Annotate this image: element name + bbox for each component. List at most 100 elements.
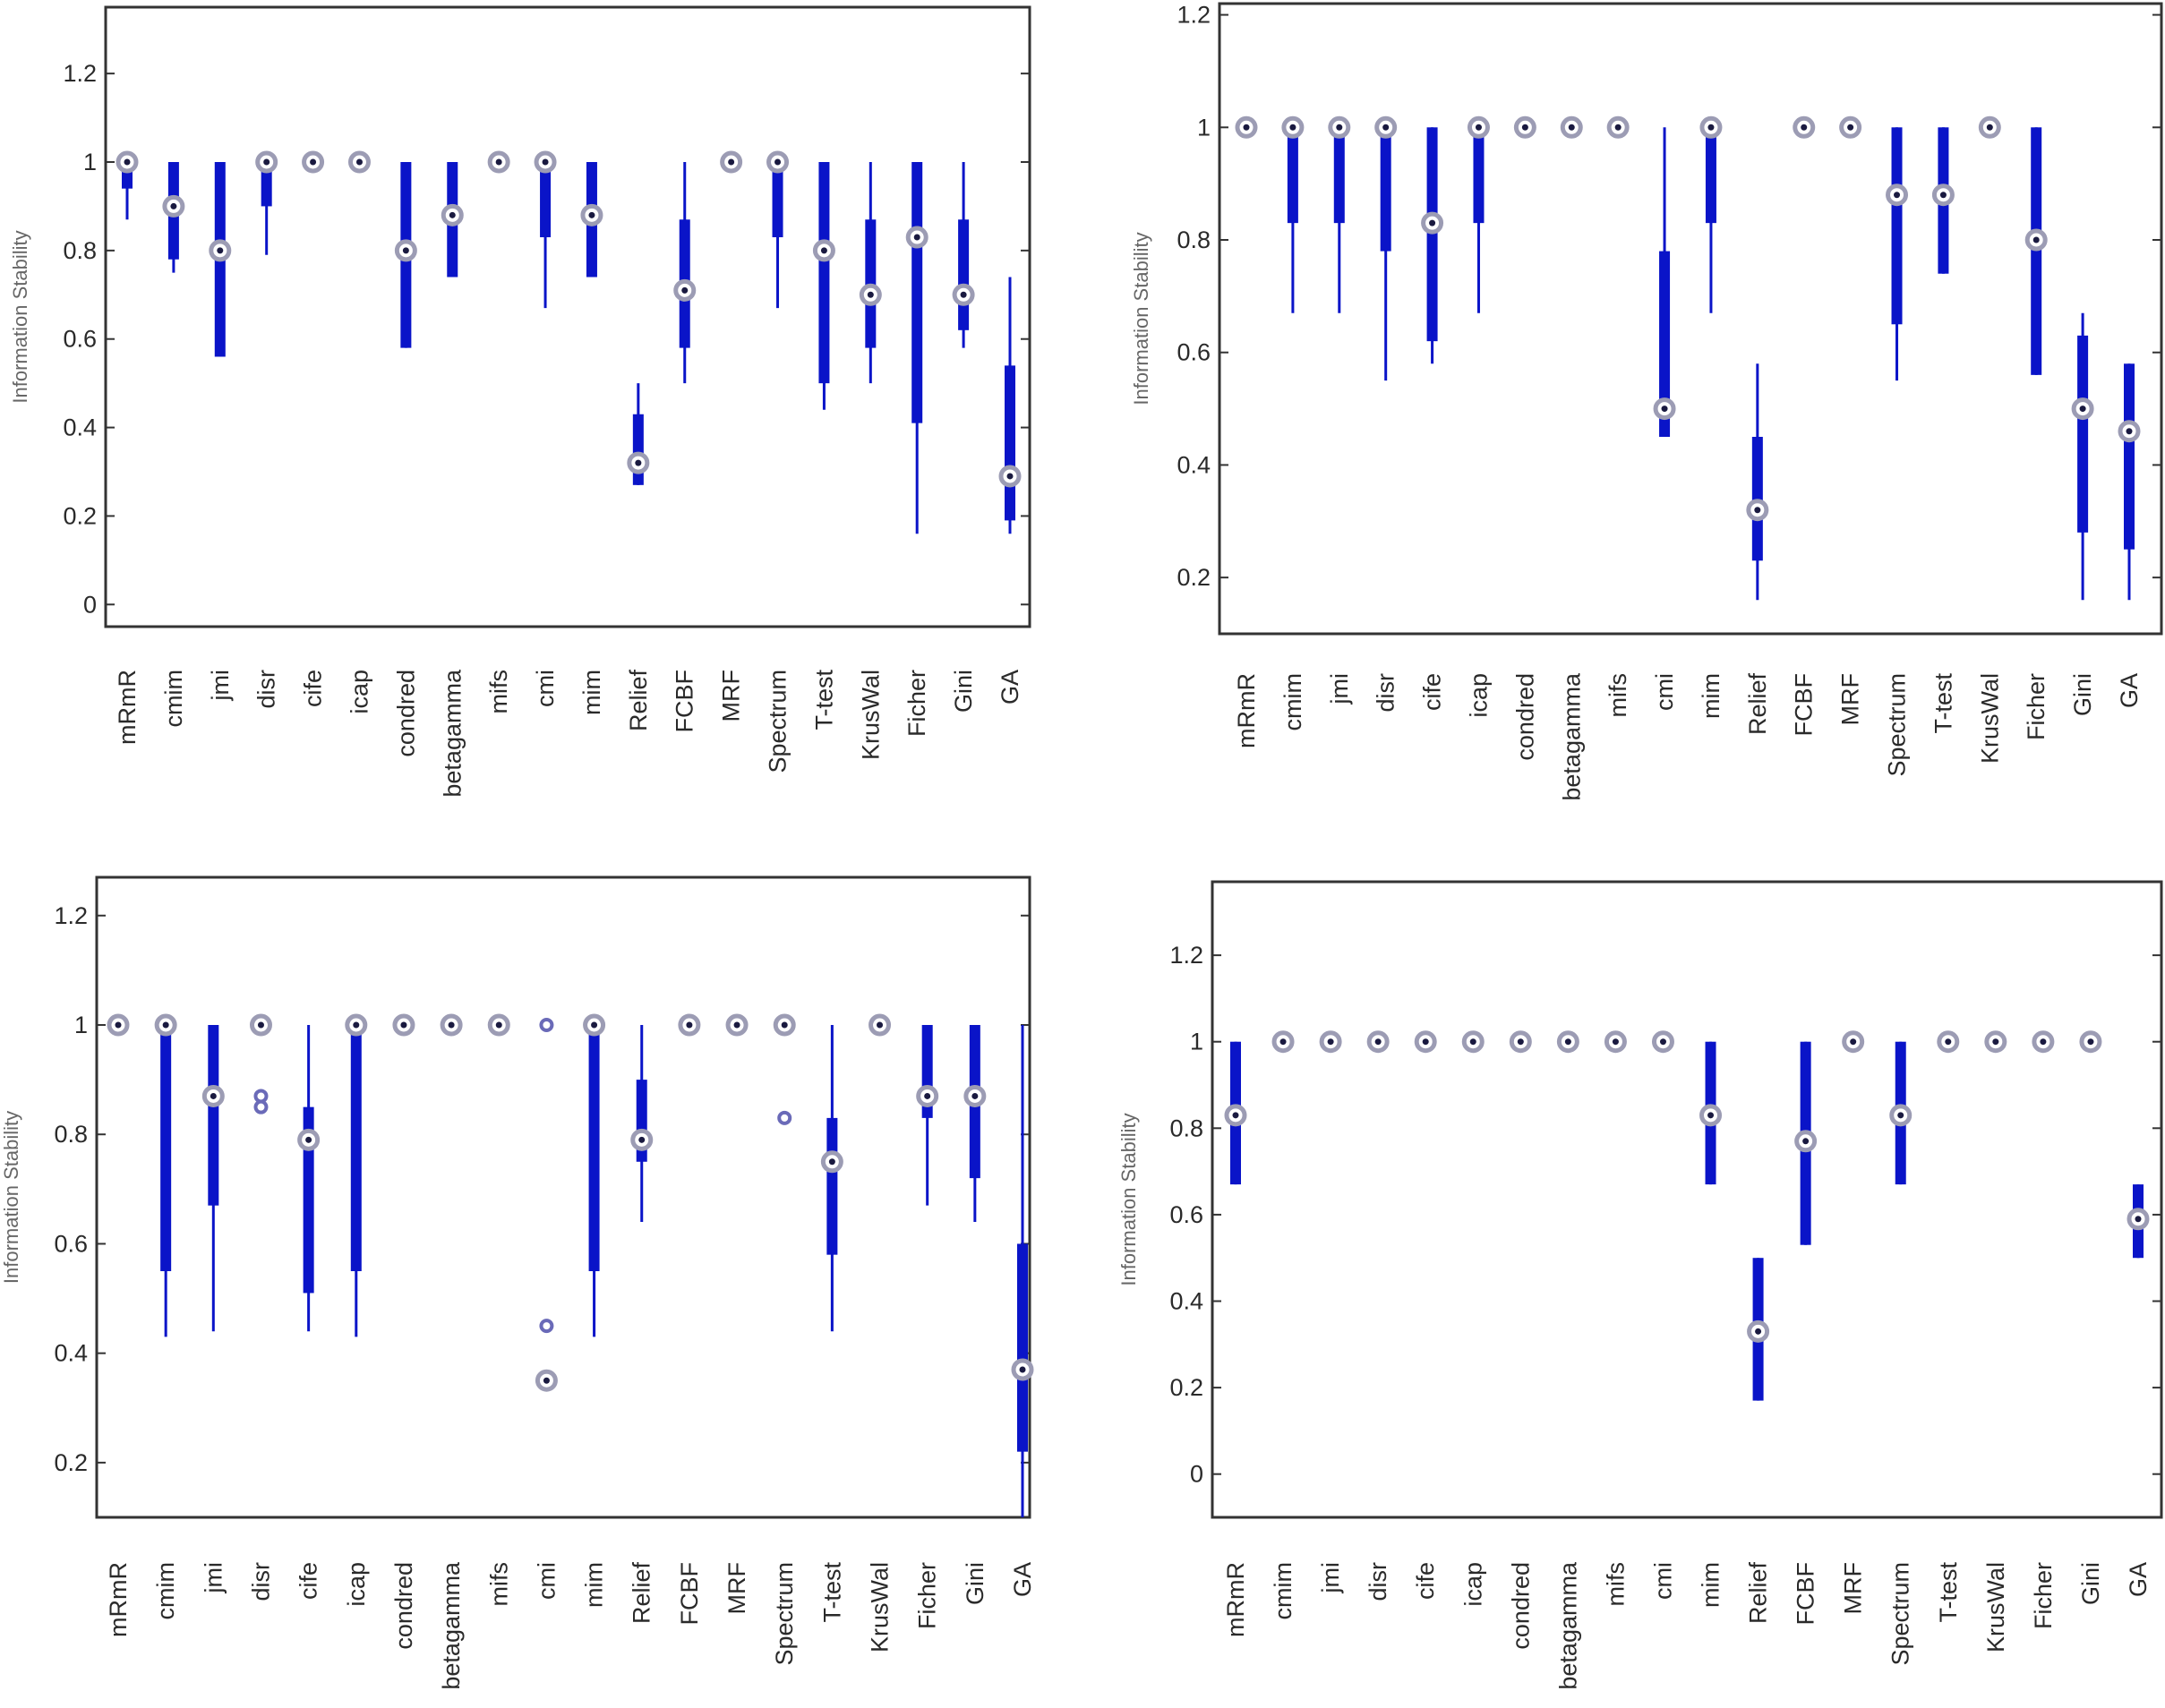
x-tick-label: cmi	[532, 670, 559, 707]
median-dot	[1279, 1038, 1287, 1046]
chart-panel-top-right: 0.2 0.4 0.6 0.8 1 1.2 Information Stability mRm…	[1130, 2, 2163, 801]
x-tick-label: Spectrum	[1887, 1562, 1914, 1666]
y-tick-label: 0.6	[54, 1230, 88, 1257]
median-dot	[1894, 192, 1901, 199]
x-tick-label: condred	[1511, 673, 1538, 761]
x-tick-label: Relief	[1745, 1562, 1772, 1625]
outlier-point	[253, 1099, 269, 1114]
chart-panel-bottom-left: 0.2 0.4 0.6 0.8 1 1.2 Information Stability mRm…	[0, 875, 1036, 1690]
y-tick-label: 0.4	[54, 1340, 88, 1367]
x-tick-label: cmi	[1651, 673, 1678, 711]
median-dot	[588, 211, 595, 218]
median-dot	[733, 1021, 740, 1029]
median-dot	[2135, 1216, 2142, 1223]
median-dot	[1564, 1038, 1571, 1046]
x-tick-label: betagamma	[438, 1561, 465, 1690]
median-dot	[1850, 1038, 1857, 1046]
median-dot	[591, 1021, 598, 1029]
y-tick-label: 0.6	[63, 326, 97, 353]
median-dot	[1754, 507, 1761, 514]
x-tick-label: mim	[1698, 1562, 1724, 1608]
median-dot	[1661, 406, 1668, 413]
x-tick-label: MRF	[1840, 1562, 1867, 1614]
median-dot	[1659, 1038, 1666, 1046]
x-tick-label: disr	[1365, 1562, 1391, 1601]
median-dot	[1374, 1038, 1382, 1046]
median-dot	[2126, 428, 2133, 435]
y-tick-label: 0	[1190, 1461, 1203, 1488]
x-tick-label: T-test	[1930, 673, 1956, 734]
box-body	[1005, 365, 1015, 521]
median-dot	[913, 234, 920, 241]
x-tick-label: Gini	[962, 1562, 988, 1605]
median-dot	[781, 1021, 788, 1029]
x-tick-label: Ficher	[903, 670, 930, 737]
x-tick-label: cmim	[1270, 1562, 1296, 1619]
box-body	[1287, 127, 1298, 224]
x-tick-label: cmim	[160, 670, 187, 727]
median-dot	[1289, 124, 1296, 131]
box-body	[261, 162, 272, 207]
y-tick-label: 1	[83, 149, 97, 175]
median-dot	[1614, 124, 1622, 131]
x-tick-label: KrusWal	[1982, 1562, 2009, 1652]
y-tick-label: 1.2	[54, 902, 88, 929]
median-dot	[124, 158, 131, 166]
median-dot	[353, 1021, 360, 1029]
outlier-point	[539, 1319, 554, 1334]
x-tick-label: FCBF	[1793, 1562, 1819, 1626]
median-dot	[448, 1021, 455, 1029]
y-tick-label: 0.2	[1177, 564, 1211, 591]
x-tick-label: GA	[2116, 673, 2143, 708]
x-tick-label: betagamma	[439, 669, 466, 798]
x-tick-label: Relief	[1744, 673, 1771, 736]
x-tick-label: condred	[390, 1562, 417, 1650]
median-dot	[635, 459, 642, 466]
box-body	[1473, 127, 1485, 224]
box-body	[208, 1025, 219, 1206]
box-body	[1891, 127, 1903, 325]
box-body	[1705, 127, 1716, 224]
box-body	[303, 1106, 314, 1294]
median-dot	[1422, 1038, 1429, 1046]
median-dot	[1019, 1366, 1026, 1373]
x-tick-label: KrusWal	[1976, 673, 2003, 764]
x-tick-label: disr	[1373, 673, 1399, 713]
y-tick-label: 1.2	[1177, 2, 1211, 29]
median-dot	[449, 211, 456, 218]
x-tick-label: mifs	[485, 1562, 512, 1607]
x-tick-label: MRF	[723, 1562, 750, 1614]
median-dot	[495, 158, 502, 166]
x-tick-label: GA	[1009, 1562, 1036, 1597]
median-dot	[2040, 1038, 2047, 1046]
x-tick-label: icap	[343, 1562, 370, 1607]
chart-panel-top-left: 0 0.2 0.4 0.6 0.8 1 1.2 Information Stability mR…	[9, 5, 1031, 798]
median-dot	[1568, 124, 1575, 131]
median-dot	[1992, 1038, 1999, 1046]
x-tick-label: condred	[1507, 1562, 1534, 1650]
x-tick-label: Ficher	[2023, 673, 2049, 740]
outlier-point	[777, 1110, 792, 1125]
x-tick-label: FCBF	[672, 670, 698, 733]
x-tick-label: cife	[1412, 1562, 1439, 1600]
median-dot	[1243, 124, 1250, 131]
median-dot	[774, 158, 782, 166]
x-tick-label: Spectrum	[765, 670, 792, 773]
x-tick-label: KrusWal	[857, 670, 884, 760]
y-tick-label: 0.2	[54, 1449, 88, 1476]
x-tick-label: Relief	[625, 670, 652, 732]
axes-frame	[104, 5, 1031, 628]
x-tick-label: MRF	[718, 670, 745, 722]
y-tick-label: 1	[1190, 1029, 1203, 1055]
box-body	[2077, 335, 2089, 533]
y-tick-label: 0.4	[1169, 1288, 1203, 1315]
median-dot	[1429, 219, 1436, 226]
median-dot	[638, 1136, 646, 1143]
y-tick-label: 0.2	[1169, 1374, 1203, 1401]
median-dot	[543, 1377, 550, 1384]
box-body	[772, 162, 783, 238]
x-tick-label: cmi	[533, 1562, 560, 1600]
x-tick-label: GA	[997, 670, 1023, 705]
x-tick-label: icap	[1459, 1562, 1486, 1607]
